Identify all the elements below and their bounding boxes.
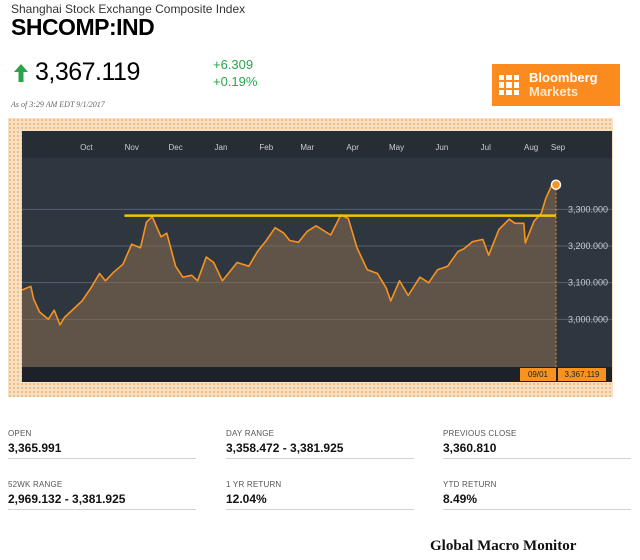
- stat-label: 1 YR RETURN: [226, 480, 282, 489]
- x-tick-label: Mar: [300, 143, 314, 152]
- stat-previous-close: PREVIOUS CLOSE 3,360.810: [443, 429, 631, 459]
- ticker-symbol: SHCOMP:IND: [11, 14, 155, 40]
- stat-label: YTD RETURN: [443, 480, 497, 489]
- y-tick-label: 3,200.000: [568, 241, 608, 251]
- y-tick-labels: 3,000.000 3,100.000 3,200.000 3,300.000: [568, 204, 608, 324]
- x-tick-label: Sep: [551, 143, 566, 152]
- stat-label: PREVIOUS CLOSE: [443, 429, 517, 438]
- change-absolute: +6.309: [213, 57, 254, 72]
- bloomberg-markets-logo[interactable]: Bloomberg Markets: [492, 64, 620, 106]
- as-of-timestamp: As of 3:29 AM EDT 9/1/2017: [11, 100, 105, 109]
- last-price: 3,367.119: [35, 58, 140, 86]
- last-value-label: 3,367.119: [565, 370, 601, 379]
- x-tick-label: Jan: [215, 143, 228, 152]
- stat-value: 3,360.810: [443, 441, 497, 455]
- stat-day-range: DAY RANGE 3,358.472 - 3,381.925: [226, 429, 414, 459]
- footer-credit: Global Macro Monitor: [430, 538, 577, 554]
- stat-1yr-return: 1 YR RETURN 12.04%: [226, 480, 414, 510]
- stat-label: 52WK RANGE: [8, 480, 63, 489]
- last-point-marker[interactable]: [550, 179, 562, 190]
- x-tick-label: Aug: [524, 143, 538, 152]
- y-tick-label: 3,000.000: [568, 314, 608, 324]
- y-tick-label: 3,300.000: [568, 204, 608, 214]
- x-tick-label: May: [389, 143, 404, 152]
- change-percent: +0.19%: [213, 74, 258, 89]
- stat-ytd-return: YTD RETURN 8.49%: [443, 480, 631, 510]
- change-block: +6.309 +0.19%: [213, 56, 257, 90]
- logo-line-2: Markets: [529, 84, 579, 99]
- stat-value: 8.49%: [443, 492, 478, 506]
- last-date-label: 09/01: [528, 370, 549, 379]
- x-tick-label: Jul: [481, 143, 491, 152]
- chart-top-band: [22, 131, 612, 158]
- stat-label: DAY RANGE: [226, 429, 275, 438]
- up-arrow-icon: [11, 62, 31, 84]
- stat-value: 3,365.991: [8, 441, 62, 455]
- last-value-flag: [558, 368, 606, 381]
- x-tick-label: Nov: [125, 143, 139, 152]
- price-line: [22, 183, 557, 326]
- last-date-flag: [520, 368, 556, 381]
- stat-52wk-range: 52WK RANGE 2,969.132 - 3,381.925: [8, 480, 196, 510]
- stat-value: 2,969.132 - 3,381.925: [8, 492, 126, 506]
- x-tick-label: Apr: [346, 143, 359, 152]
- price-block: 3,367.119: [11, 58, 140, 87]
- stat-value: 12.04%: [226, 492, 267, 506]
- logo-line-1: Bloomberg: [529, 70, 598, 85]
- index-subtitle: Shanghai Stock Exchange Composite Index: [11, 2, 246, 16]
- stat-open: OPEN 3,365.991: [8, 429, 196, 459]
- chart-bottom-band: [22, 367, 612, 382]
- logo-text: Bloomberg Markets: [529, 71, 598, 99]
- x-tick-label: Feb: [259, 143, 273, 152]
- price-area: [22, 184, 556, 367]
- stat-label: OPEN: [8, 429, 32, 438]
- bloomberg-grid-icon: [499, 75, 519, 95]
- x-tick-label: Dec: [168, 143, 182, 152]
- x-tick-label: Oct: [80, 143, 93, 152]
- x-tick-label: Jun: [435, 143, 448, 152]
- price-chart: Oct Nov Dec Jan Feb Mar Apr May Jun Jul Aug Sep 3,0…: [22, 131, 612, 382]
- y-tick-label: 3,100.000: [568, 278, 608, 288]
- stat-value: 3,358.472 - 3,381.925: [226, 441, 344, 455]
- x-tick-labels: Oct Nov Dec Jan Feb Mar Apr May Jun Jul Aug Sep: [80, 143, 566, 152]
